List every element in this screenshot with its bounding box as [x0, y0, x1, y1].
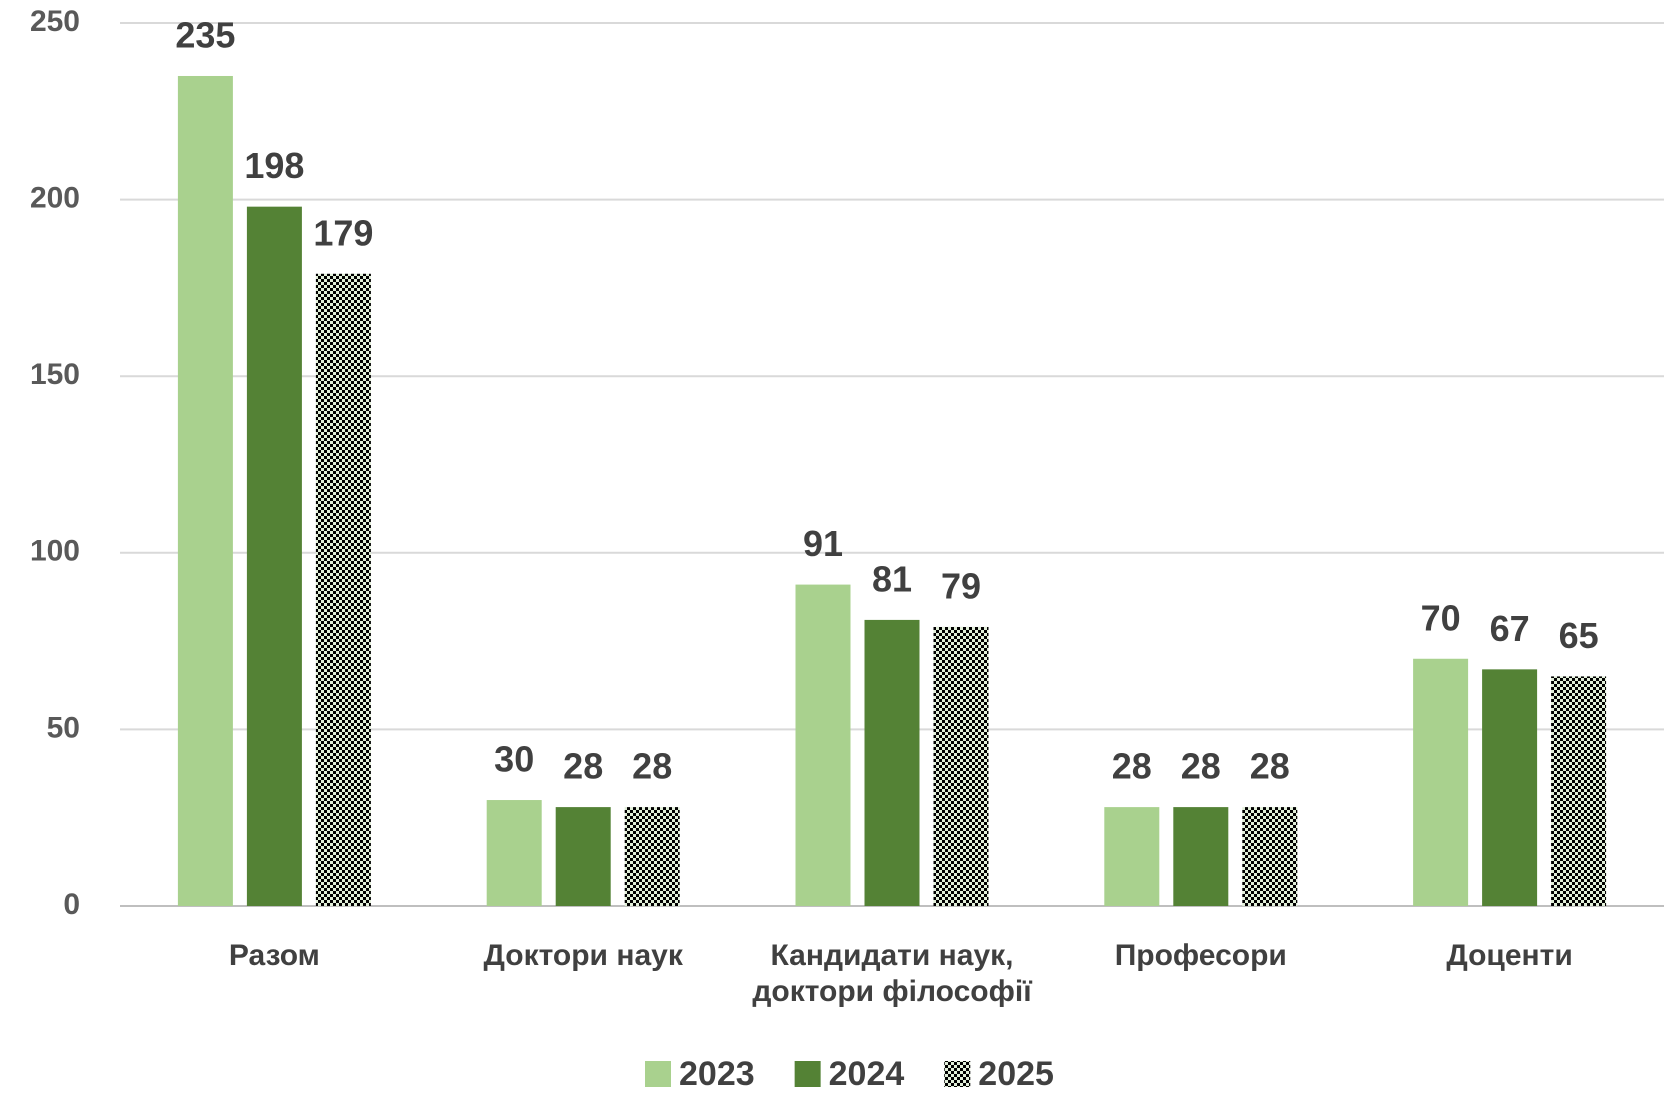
bar: [624, 807, 680, 906]
data-label: 30: [494, 739, 534, 780]
data-label: 28: [1112, 746, 1152, 787]
data-label: 28: [563, 746, 603, 787]
x-tick-label: Кандидати наук, доктори філософії: [752, 939, 1032, 1008]
data-label: 81: [872, 558, 912, 599]
y-tick-label: 100: [30, 535, 80, 568]
y-tick-label: 250: [30, 5, 80, 38]
data-label: 179: [313, 212, 373, 253]
bar: [555, 807, 611, 906]
bar: [1242, 807, 1298, 906]
data-label: 235: [175, 14, 235, 55]
data-label: 70: [1421, 597, 1461, 638]
y-tick-label: 150: [30, 358, 80, 391]
bar: [177, 75, 233, 907]
data-label: 28: [632, 746, 672, 787]
legend-label: 2024: [829, 1055, 905, 1093]
legend-swatch: [944, 1061, 971, 1087]
data-label: 65: [1559, 615, 1599, 656]
bar: [933, 626, 989, 906]
bar: [864, 619, 920, 906]
legend-label: 2025: [978, 1055, 1054, 1093]
bar: [315, 273, 371, 907]
data-label: 28: [1181, 746, 1221, 787]
x-tick-label: Разом: [228, 939, 320, 972]
x-tick-label: Доктори наук: [483, 939, 683, 972]
data-label: 198: [244, 145, 304, 186]
x-tick-label: Професори: [1114, 939, 1287, 972]
data-label: 91: [803, 523, 843, 564]
legend-label: 2023: [679, 1055, 755, 1093]
bar: [1551, 676, 1607, 906]
y-tick-label: 200: [30, 182, 80, 215]
bar: [1413, 658, 1469, 906]
legend-swatch: [645, 1061, 671, 1087]
y-tick-label: 0: [63, 888, 80, 921]
bar: [795, 584, 851, 906]
bar: [246, 206, 302, 906]
bar: [1104, 807, 1160, 906]
data-label: 67: [1490, 608, 1530, 649]
bar: [1173, 807, 1229, 906]
data-label: 28: [1250, 746, 1290, 787]
data-label: 79: [941, 565, 981, 606]
x-tick-label: Доценти: [1446, 939, 1573, 972]
bar: [486, 800, 542, 906]
y-tick-label: 50: [47, 711, 80, 744]
legend-swatch: [794, 1061, 821, 1087]
bar: [1482, 669, 1538, 906]
